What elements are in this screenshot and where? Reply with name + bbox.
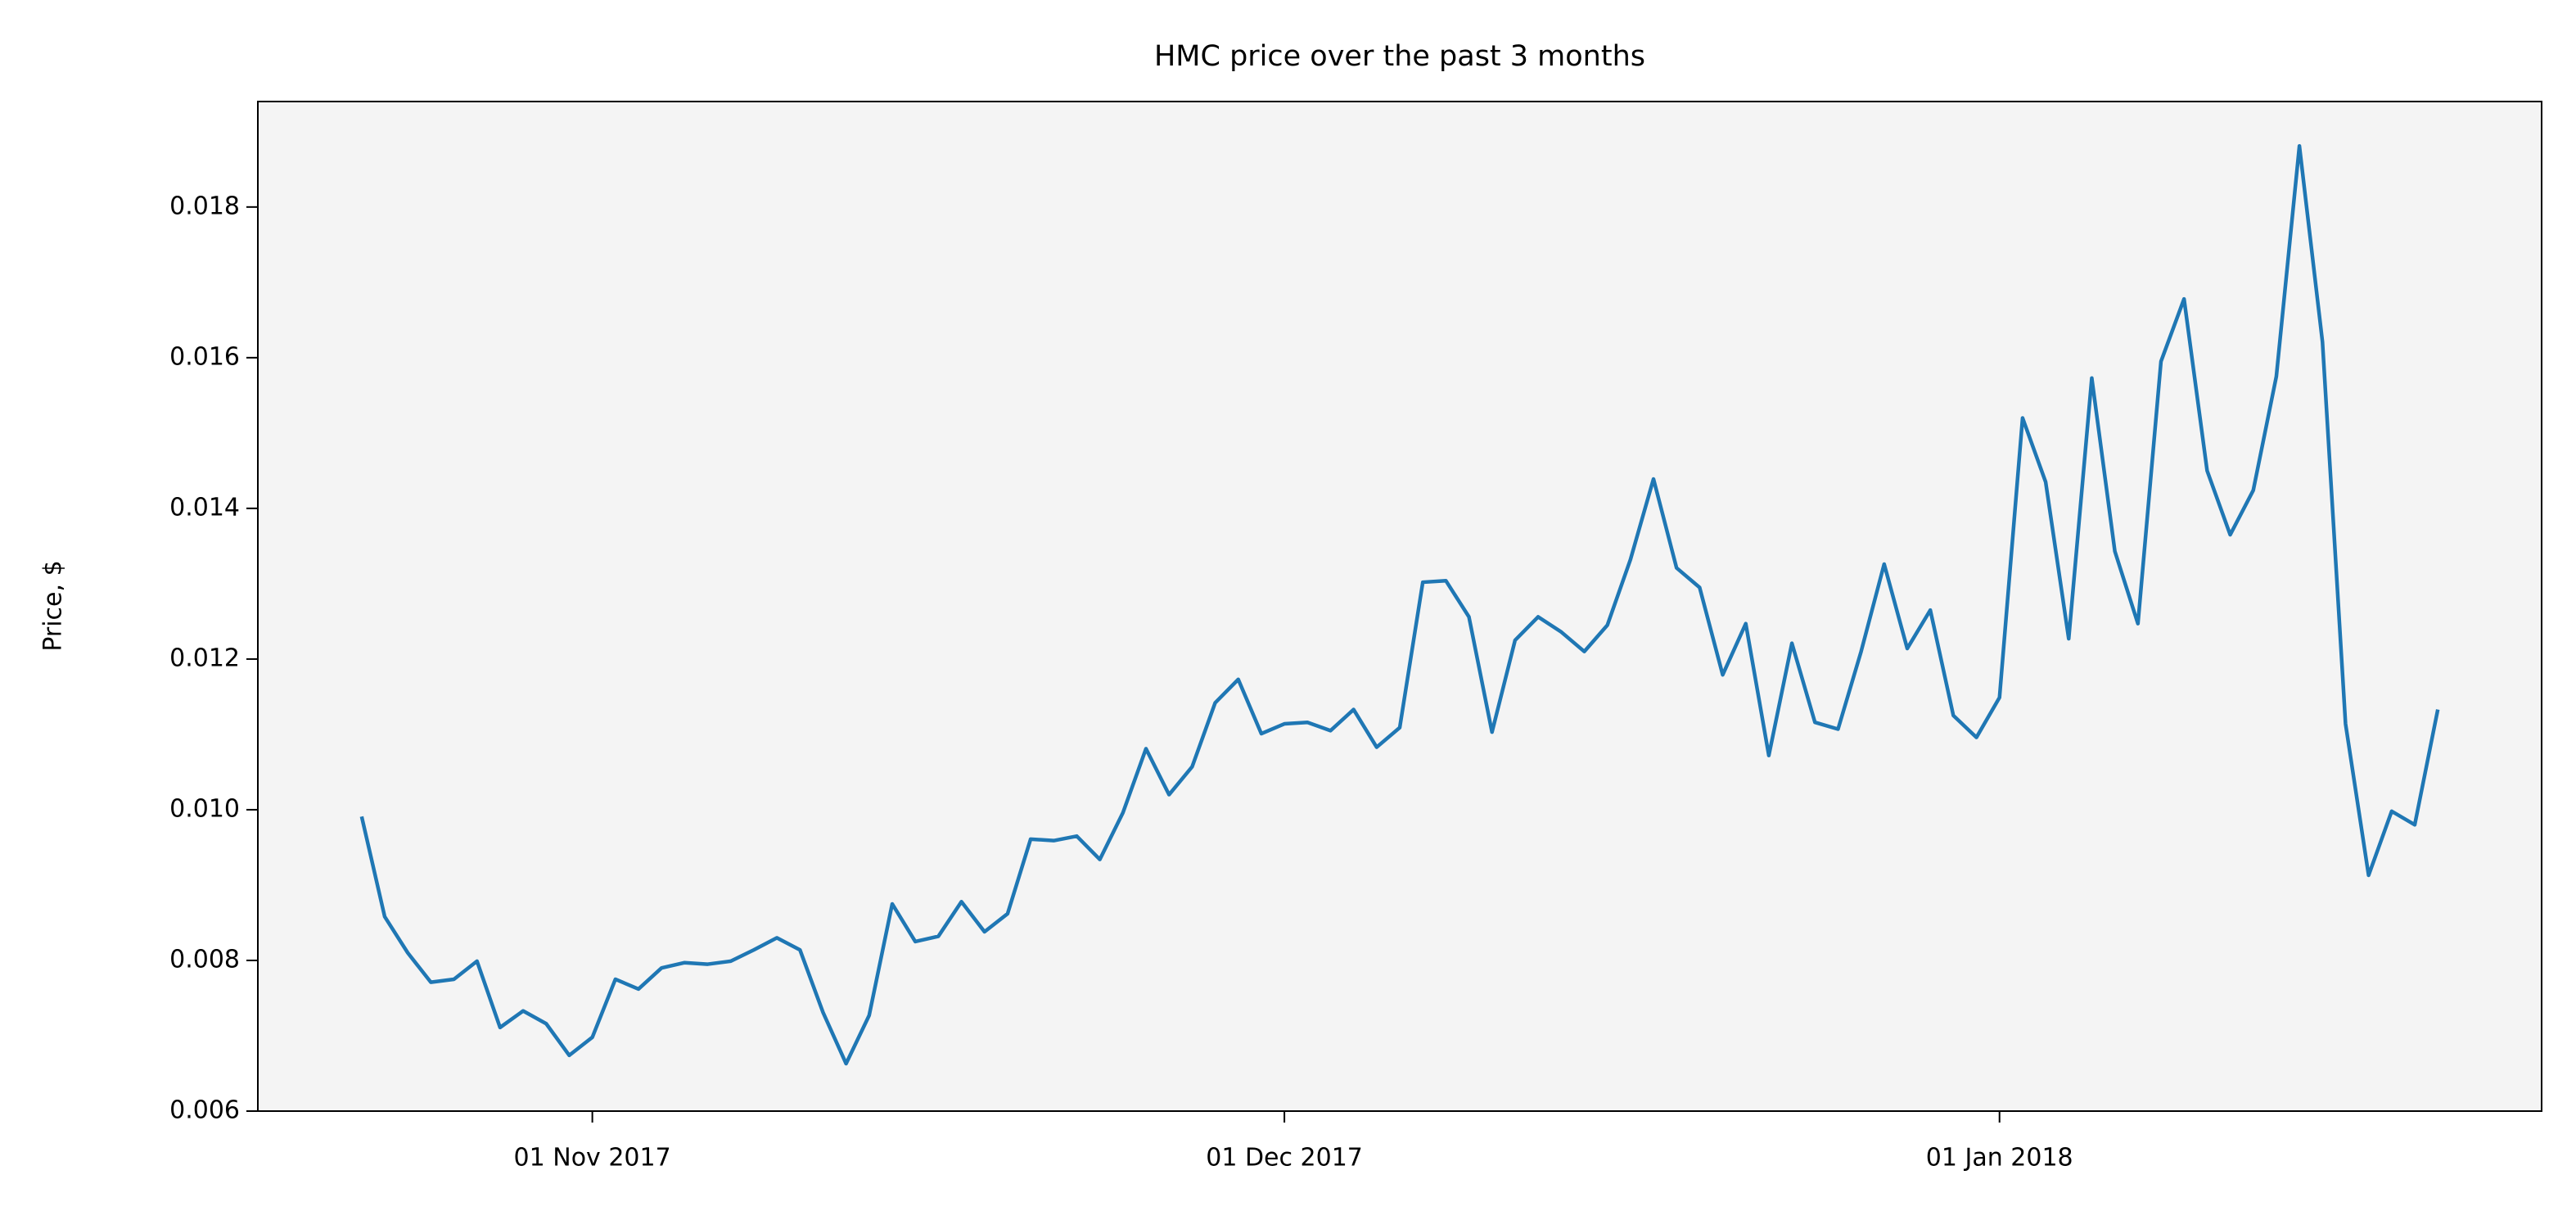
y-tick-label: 0.010 — [169, 794, 240, 823]
y-tick-label: 0.016 — [169, 342, 240, 371]
y-tick-label: 0.006 — [169, 1096, 240, 1125]
y-axis-label: Price, $ — [39, 560, 68, 651]
y-tick-label: 0.018 — [169, 192, 240, 220]
x-tick-label: 01 Jan 2018 — [1926, 1144, 2073, 1173]
x-tick-label: 01 Nov 2017 — [514, 1144, 671, 1173]
plot-area — [258, 102, 2542, 1111]
chart-title: HMC price over the past 3 months — [1154, 40, 1645, 73]
y-tick-label: 0.014 — [169, 493, 240, 522]
y-tick-label: 0.008 — [169, 945, 240, 974]
y-tick-label: 0.012 — [169, 644, 240, 672]
plot-frame — [257, 101, 2542, 1112]
price-line — [359, 144, 2440, 1066]
x-tick-label: 01 Dec 2017 — [1206, 1144, 1363, 1173]
